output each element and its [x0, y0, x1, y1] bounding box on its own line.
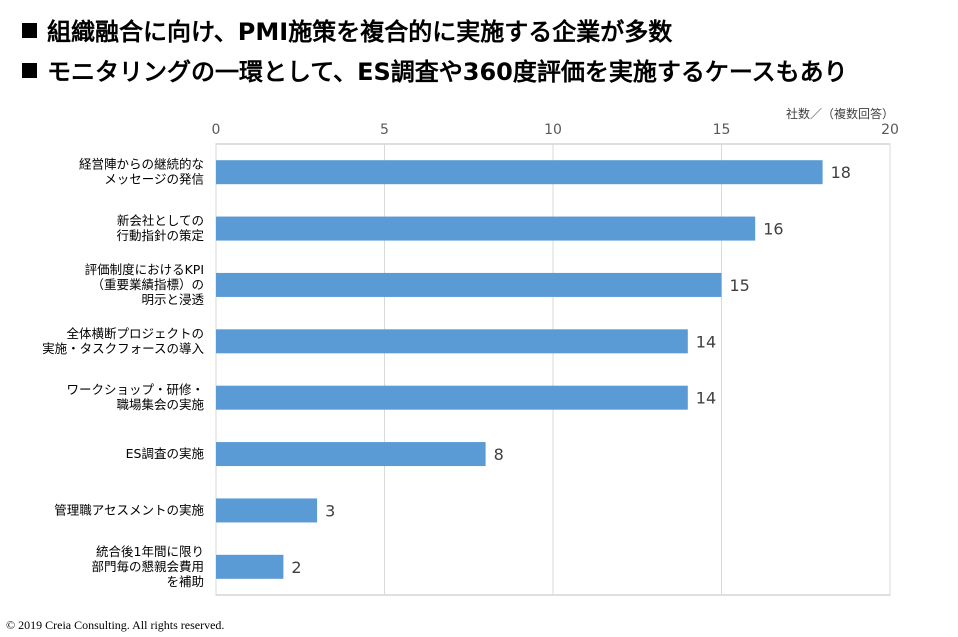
copyright-text: © 2019 Creia Consulting. All rights rese… — [6, 618, 225, 632]
bullet-point-2: モニタリングの一環として、ES調査や360度評価を実施するケースもあり — [22, 52, 848, 87]
category-label: 評価制度におけるKPI （重要業績指標）の明示と浸透 — [85, 262, 205, 307]
bar — [216, 554, 284, 579]
category-label: 全体横断プロジェクトの実施・タスクフォースの導入 — [42, 326, 204, 356]
data-labels: 18 16 15 14 14 8 3 2 — [291, 163, 851, 577]
data-label: 8 — [494, 445, 504, 464]
data-label: 2 — [291, 558, 301, 577]
x-tick-label: 5 — [380, 122, 389, 138]
bar — [216, 442, 486, 467]
category-label: 新会社としての行動指針の策定 — [116, 213, 204, 243]
x-tick-label: 10 — [544, 122, 562, 138]
x-tick-label: 15 — [713, 122, 731, 138]
data-label: 14 — [696, 389, 716, 408]
bullet-point-1: 組織融合に向け、PMI施策を複合的に実施する企業が多数 — [22, 12, 672, 47]
category-label: 管理職アセスメントの実施 — [54, 502, 204, 517]
bullet-text-2: モニタリングの一環として、ES調査や360度評価を実施するケースもあり — [47, 58, 848, 86]
gridlines — [215, 143, 891, 596]
data-label: 14 — [696, 332, 716, 351]
x-tick-label: 0 — [212, 122, 221, 138]
data-label: 3 — [325, 501, 335, 520]
bar — [216, 498, 318, 523]
bar — [216, 329, 688, 354]
category-label: ワークショップ・研修・職場集会の実施 — [66, 382, 204, 412]
bars — [216, 160, 823, 579]
category-label: 経営陣からの継続的なメッセージの発信 — [79, 157, 204, 187]
bar — [216, 385, 688, 410]
x-axis-ticks: 0 5 10 15 20 — [212, 122, 899, 138]
bullet-text-1: 組織融合に向け、PMI施策を複合的に実施する企業が多数 — [47, 18, 673, 46]
square-bullet-icon — [22, 63, 37, 78]
x-tick-label: 20 — [881, 122, 899, 138]
category-label: ES調査の実施 — [126, 446, 205, 461]
data-label: 16 — [763, 220, 783, 239]
unit-label: 社数／（複数回答） — [786, 106, 894, 121]
data-label: 15 — [730, 276, 750, 295]
bar — [216, 272, 722, 297]
category-label: 統合後1年間に限り部門毎の懇親会費用を補助 — [91, 544, 204, 589]
square-bullet-icon — [22, 23, 37, 38]
data-label: 18 — [831, 163, 851, 182]
category-labels: 経営陣からの継続的なメッセージの発信新会社としての行動指針の策定評価制度における… — [42, 157, 204, 589]
bar — [216, 216, 756, 241]
bar — [216, 160, 823, 185]
